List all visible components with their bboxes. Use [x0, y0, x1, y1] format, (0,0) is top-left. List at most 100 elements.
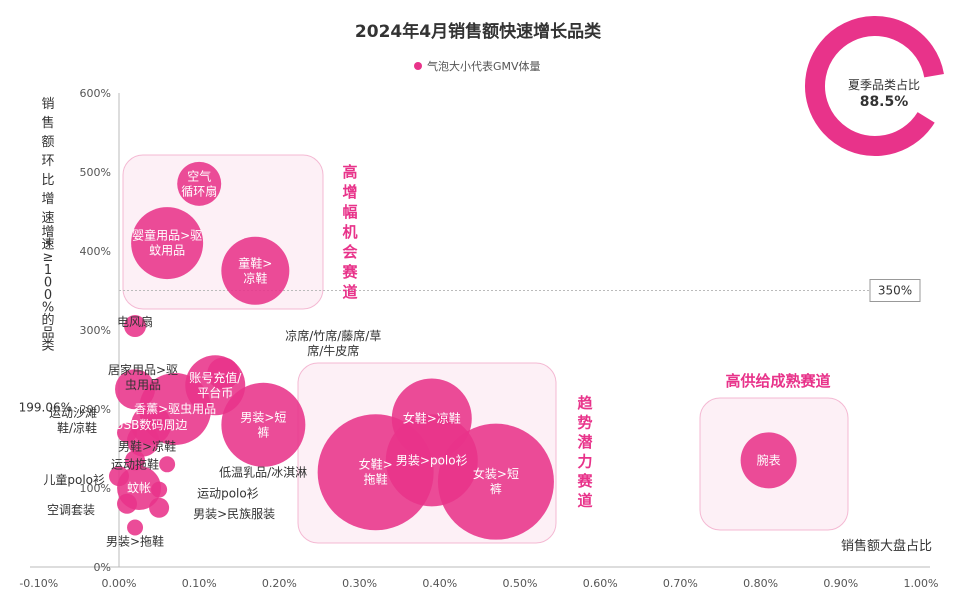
bubbles [109, 161, 797, 540]
bubble-label: 裤 [257, 425, 269, 439]
bubble-label: 香薰>驱虫用品 [134, 402, 216, 416]
donut-label: 夏季品类占比 [848, 77, 920, 92]
zone-title-char: 势 [577, 414, 592, 432]
y-axis-label-char: 增 [41, 225, 54, 240]
bubble-label: 鞋/凉鞋 [57, 420, 97, 435]
bubble-label: 账号充值/ [189, 370, 242, 385]
bubble-label: 空气 [187, 168, 211, 183]
y-axis-label-char: 品 [41, 326, 54, 341]
zone-title-mature: 高供给成熟赛道 [725, 372, 830, 390]
zone-title-char: 潜 [577, 433, 593, 451]
bubble [127, 424, 160, 457]
bubble-label: 男鞋>凉鞋 [118, 439, 176, 454]
bubble-label: 运动拖鞋 [111, 456, 159, 471]
bubble-label: 席/牛皮席 [307, 343, 359, 358]
x-tick-label: 0.20% [262, 577, 297, 590]
bubble-label: 腕表 [757, 452, 781, 467]
y-tick-label: 0% [94, 561, 111, 574]
bubble [437, 423, 554, 540]
x-tick-label: 0.50% [503, 577, 538, 590]
legend-text: 气泡大小代表GMV体量 [427, 59, 541, 73]
bubble-labels: 空气循环扇婴童用品>驱蚊用品童鞋>凉鞋电风扇凉席/竹席/藤席/草席/牛皮席账号充… [43, 168, 780, 548]
bubble-label: 蚊用品 [149, 243, 185, 258]
y-tick-label: 400% [80, 245, 111, 258]
zone-title-char: 赛 [576, 472, 593, 490]
bubble [221, 382, 306, 467]
legend-marker [414, 62, 422, 70]
y-axis-label-char: 速 [41, 238, 54, 253]
x-axis-label: 销售额大盘占比 [841, 538, 932, 554]
bubble-label: 循环扇 [181, 183, 217, 198]
y-axis-label-char: 1 [44, 263, 52, 278]
bubble-label: 女鞋> [359, 457, 393, 472]
bubble [159, 456, 176, 473]
zone-title-char: 趋 [577, 394, 593, 412]
bubble [177, 161, 222, 206]
bubble-label: 运动polo衫 [197, 487, 259, 501]
bubble-label: USB数码周边 [115, 417, 188, 432]
y-axis-label-char: ≥ [43, 250, 54, 265]
y-tick-label: 500% [80, 166, 111, 179]
y-axis-label-char: * [45, 238, 52, 253]
donut: 夏季品类占比 88.5% [805, 16, 944, 156]
zone-title-char: 道 [342, 283, 357, 301]
x-tick-label: 0.60% [583, 577, 618, 590]
donut-value: 88.5% [860, 94, 909, 110]
bubble [221, 236, 290, 305]
bubble-label: 儿童polo衫 [43, 472, 105, 487]
x-tick-label: 0.10% [182, 577, 217, 590]
bubble [125, 450, 146, 471]
bubble-label: 男装>polo衫 [396, 453, 468, 467]
y-axis-label-char: 额 [41, 135, 54, 150]
zone-title-char: 力 [577, 453, 592, 471]
bubble [149, 497, 170, 518]
bubble-label: 低温乳品/冰淇淋 [219, 465, 307, 479]
bubble-label: 裤 [490, 482, 502, 496]
bubble-label: 童鞋> [238, 255, 272, 270]
y-tick-label: 200% [80, 403, 111, 416]
x-tick-label: 0.70% [663, 577, 698, 590]
x-tick-label: -0.10% [19, 577, 58, 590]
bubble [117, 493, 138, 514]
bubble-label: 虫用品 [125, 378, 161, 392]
zone-title-char: 增 [342, 183, 357, 201]
y-axis-label-char: 比 [41, 173, 54, 188]
chart-title: 2024年4月销售额快速增长品类 [355, 21, 602, 42]
y-axis-label-char: 类 [41, 338, 54, 353]
x-tick-label: 0.90% [823, 577, 858, 590]
bubble [131, 207, 204, 280]
bubble-label: 男装>民族服装 [193, 507, 275, 521]
x-ticks: -0.10% 0.00% 0.10% 0.20% 0.30% 0.40% 0.50% 0.60… [19, 577, 938, 590]
bubble-label: 女装>短 [473, 466, 519, 481]
bubble-label: 凉鞋 [243, 270, 267, 285]
bubble [151, 481, 168, 498]
zone-title-char: 机 [342, 223, 357, 241]
bubble-label: 空调套装 [47, 503, 95, 517]
bubble [127, 519, 144, 536]
bubble-label: 婴童用品>驱 [132, 228, 202, 243]
bubble-label: 女鞋>凉鞋 [403, 410, 461, 425]
bubble-label: 拖鞋 [364, 472, 388, 487]
bubble [740, 432, 797, 489]
zone-title-char: 会 [342, 243, 357, 261]
bubble [124, 315, 147, 338]
y-annotation-label: 199.06% [19, 401, 72, 415]
zone-title-char: 道 [577, 492, 592, 510]
bubble-label: 电风扇 [117, 314, 153, 329]
x-tick-label: 0.00% [102, 577, 137, 590]
bubble-label: 平台币 [197, 385, 233, 400]
zone-title-char: 赛 [341, 263, 358, 281]
legend: 气泡大小代表GMV体量 [414, 59, 541, 73]
y-axis-label-char: 增 [41, 192, 54, 207]
y-tick-label: 600% [80, 87, 111, 100]
bubble-label: 运动沙滩 [49, 406, 97, 420]
bubble-label: 男装>拖鞋 [106, 534, 164, 549]
y-ticks: 0% 100% 200% 300% 400% 500% 600% [80, 87, 111, 574]
x-tick-label: 0.30% [342, 577, 377, 590]
zone-title-char: 高 [342, 163, 357, 181]
y-tick-label: 100% [80, 482, 111, 495]
y-axis-label-char: 0 [44, 275, 52, 290]
